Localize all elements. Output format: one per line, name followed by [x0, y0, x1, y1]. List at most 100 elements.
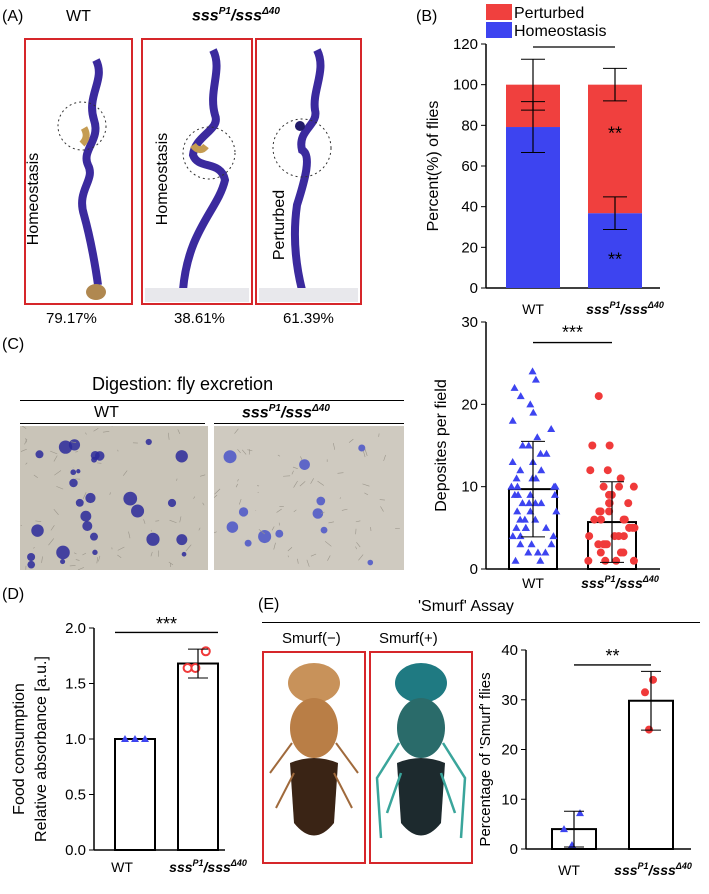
- texture: [75, 559, 80, 561]
- y-axis-label: Percent(%) of flies: [425, 101, 442, 232]
- pct-mut-homeostasis: 38.61%: [174, 310, 225, 327]
- texture: [56, 486, 64, 490]
- texture: [293, 509, 297, 513]
- data-point-mut: [588, 441, 597, 450]
- texture: [117, 449, 119, 452]
- data-point-wt: [560, 825, 568, 833]
- data-point-mut: [616, 474, 625, 483]
- texture: [102, 431, 110, 433]
- texture: [300, 456, 303, 461]
- texture: [54, 470, 62, 476]
- texture: [168, 561, 174, 566]
- data-point-wt: [536, 449, 545, 457]
- significance: **: [605, 646, 619, 666]
- data-point-wt: [550, 490, 559, 498]
- deposit: [316, 496, 326, 506]
- data-point-mut: [596, 548, 605, 557]
- texture: [214, 488, 221, 495]
- texture: [33, 547, 35, 549]
- data-point-wt: [547, 540, 556, 548]
- texture: [123, 470, 128, 476]
- texture: [33, 474, 38, 478]
- texture: [241, 449, 247, 455]
- texture: [73, 552, 77, 555]
- texture: [276, 508, 282, 513]
- texture: [328, 521, 334, 524]
- data-point-mut: [649, 675, 657, 684]
- annotation-perturbed: **: [608, 124, 622, 144]
- data-point-wt: [510, 383, 519, 391]
- deposit: [27, 553, 36, 562]
- texture: [20, 424, 27, 429]
- texture: [292, 466, 298, 469]
- texture: [210, 531, 217, 535]
- texture: [25, 438, 27, 443]
- panel-c-wt: WT: [94, 404, 119, 421]
- deposit: [60, 559, 66, 565]
- panel-e-title: 'Smurf' Assay: [418, 598, 514, 615]
- gut-image-wt: [57, 58, 107, 300]
- texture: [234, 428, 239, 434]
- fly-photo-smurf-pos: [369, 651, 473, 864]
- legend-swatch-homeostasis: [486, 22, 512, 38]
- y-tick-label: 100: [453, 77, 478, 94]
- y-axis-label-line1: Food consumption: [11, 683, 28, 815]
- data-point-wt: [521, 523, 530, 531]
- texture: [50, 450, 58, 455]
- texture: [109, 492, 111, 495]
- smurf-neg-label: Smurf(−): [282, 630, 341, 647]
- data-point-wt: [508, 457, 517, 465]
- data-point-wt: [576, 809, 584, 817]
- texture: [358, 554, 364, 561]
- smurf-pos-label: Smurf(+): [379, 630, 438, 647]
- data-point-wt: [529, 408, 538, 416]
- texture: [310, 553, 317, 557]
- panel-c-wt-rule: [20, 423, 205, 424]
- texture: [247, 449, 253, 452]
- data-point-wt: [547, 425, 556, 433]
- deposit: [299, 459, 310, 470]
- texture: [211, 494, 218, 500]
- excretion-photo-wt: [20, 420, 208, 571]
- data-point-wt: [507, 482, 516, 490]
- data-point-mut: [596, 515, 605, 524]
- texture: [339, 497, 341, 499]
- box1-text: Homeostasis: [25, 152, 43, 246]
- data-point-wt: [514, 490, 523, 498]
- texture: [355, 520, 361, 523]
- bar-perturbed: [588, 84, 642, 214]
- x-tick-label-wt: WT: [522, 575, 544, 591]
- data-point-mut: [641, 688, 649, 697]
- data-point-wt: [121, 735, 129, 742]
- texture: [278, 522, 280, 526]
- y-tick-label: 30: [461, 314, 478, 331]
- texture: [257, 491, 259, 494]
- texture: [327, 555, 331, 561]
- deposit: [31, 524, 44, 537]
- data-point-wt: [528, 474, 537, 482]
- data-point-mut: [594, 540, 603, 549]
- data-point-mut: [610, 532, 619, 541]
- y-tick-label: 30: [501, 692, 518, 709]
- texture: [176, 478, 178, 481]
- data-point-wt: [537, 499, 546, 507]
- x-tick-label-wt: WT: [522, 301, 544, 317]
- texture: [82, 552, 87, 556]
- deposit: [70, 469, 77, 476]
- texture: [320, 511, 325, 514]
- data-point-wt: [549, 532, 558, 540]
- bar: [177, 662, 219, 851]
- data-point-mut: [612, 556, 621, 565]
- deposit: [80, 510, 92, 522]
- data-point-mut: [605, 507, 614, 516]
- texture: [35, 520, 42, 523]
- texture: [168, 432, 170, 440]
- y-tick-label: 1.0: [65, 731, 86, 748]
- texture: [297, 558, 299, 564]
- data-point-wt: [551, 482, 560, 490]
- data-point-wt: [527, 540, 536, 548]
- y-tick-label: 0: [470, 280, 478, 297]
- deposit: [123, 491, 138, 506]
- data-point-mut: [629, 482, 638, 491]
- texture: [237, 478, 239, 482]
